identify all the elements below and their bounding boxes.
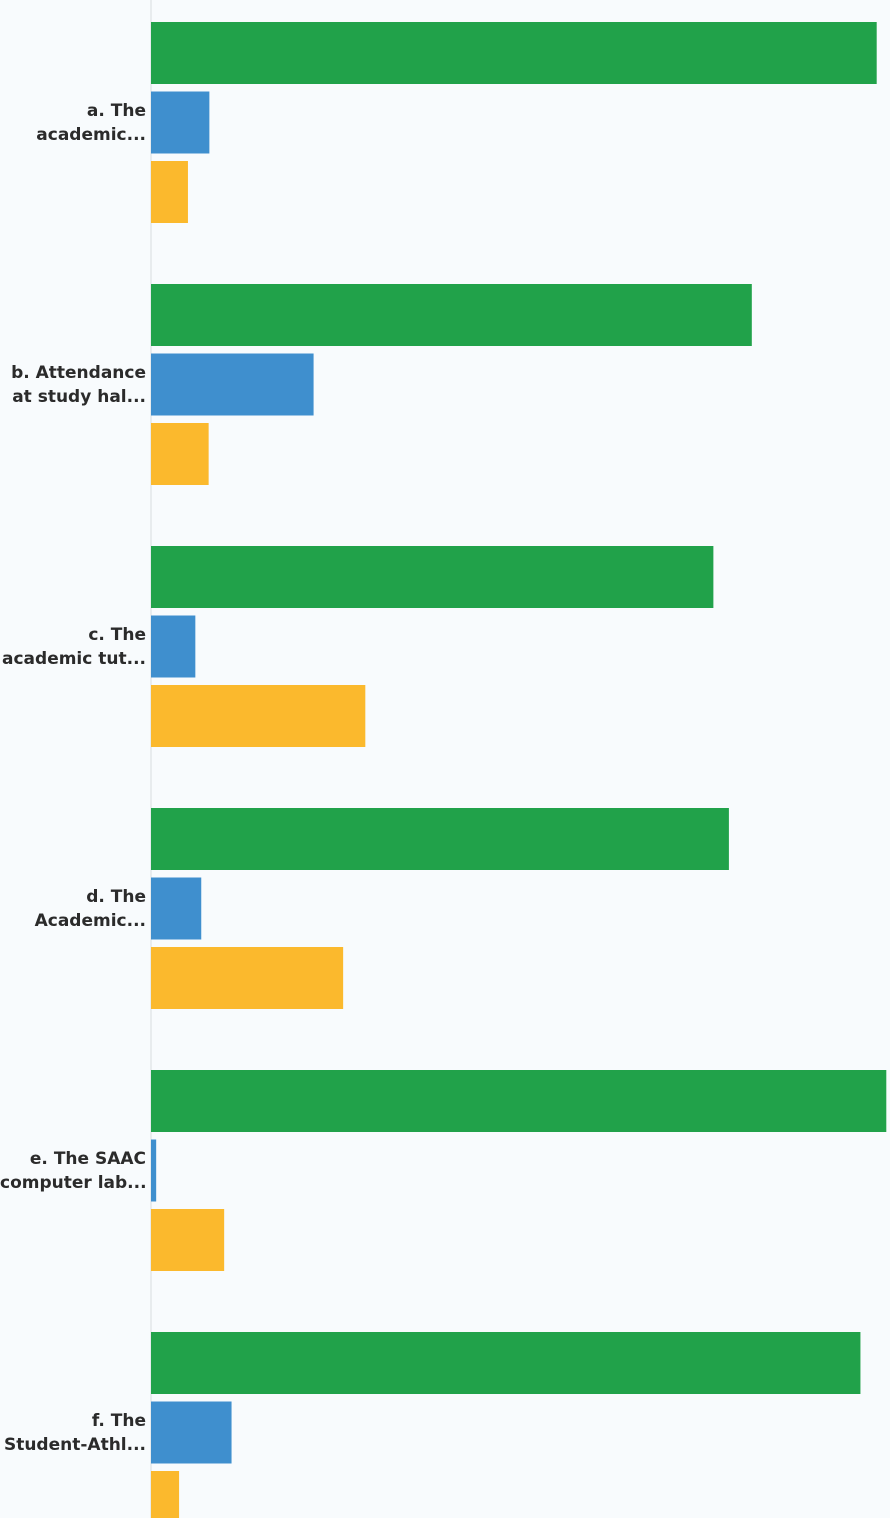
bar-cat6-series3: [151, 1471, 180, 1518]
bar-cat3-series1: [151, 546, 714, 608]
bar-cat4-series1: [151, 808, 729, 870]
bar-cat4-series3: [151, 947, 344, 1009]
category-label-line: at study hal...: [12, 386, 146, 407]
bar-cat3-series3: [151, 685, 366, 747]
category-label: a. The academic...: [0, 99, 146, 147]
category-label-line: c. The: [88, 624, 146, 645]
bar-cat5-series2: [151, 1139, 157, 1202]
bar-cat6-series2: [151, 1401, 232, 1464]
category-label: e. The SAAC computer lab...: [0, 1147, 147, 1195]
category-label: d. The Academic...: [0, 885, 146, 933]
bar-cat5-series1: [151, 1070, 887, 1132]
bar-cat1-series3: [151, 161, 188, 223]
category-label-line: Academic...: [34, 910, 146, 931]
category-label-line: computer lab...: [0, 1172, 147, 1193]
bar-cat5-series3: [151, 1209, 225, 1271]
category-label: c. The academic tut...: [0, 623, 146, 671]
bar-cat2-series2: [151, 353, 314, 416]
category-label: b. Attendance at study hal...: [0, 361, 146, 409]
category-label-line: academic...: [36, 124, 146, 145]
bar-cat1-series1: [151, 22, 877, 84]
category-label-line: a. The: [86, 100, 146, 121]
bar-cat6-series1: [151, 1332, 861, 1394]
category-label: f. The Student-Athl...: [0, 1409, 146, 1457]
bar-cat4-series2: [151, 877, 202, 940]
bar-cat1-series2: [151, 91, 210, 154]
category-label-line: f. The: [91, 1410, 146, 1431]
category-label-line: Student-Athl...: [3, 1434, 146, 1455]
category-label-line: e. The SAAC: [29, 1148, 146, 1169]
bar-cat2-series3: [151, 423, 209, 485]
bar-cat2-series1: [151, 284, 752, 346]
category-label-line: d. The: [86, 886, 146, 907]
bar-cat3-series2: [151, 615, 196, 678]
category-label-line: academic tut...: [2, 648, 146, 669]
category-label-line: b. Attendance: [11, 362, 146, 383]
